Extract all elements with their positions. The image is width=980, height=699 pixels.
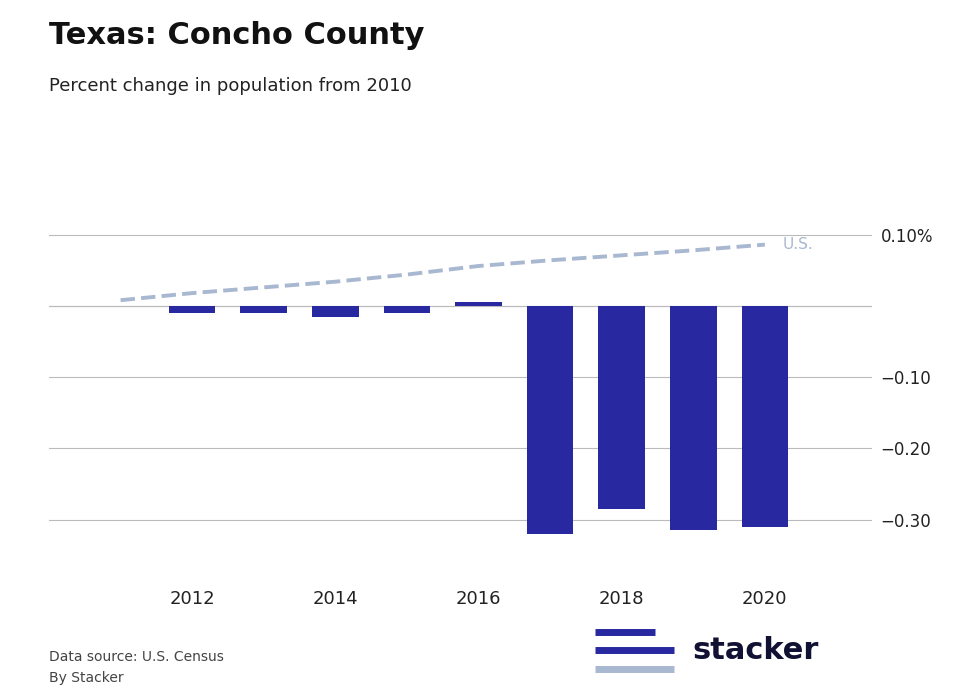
Text: By Stacker: By Stacker [49,671,123,685]
Text: Texas: Concho County: Texas: Concho County [49,21,424,50]
Bar [383,306,430,313]
Text: Data source: U.S. Census: Data source: U.S. Census [49,650,223,664]
Text: stacker: stacker [692,635,818,665]
Bar [742,306,788,527]
Bar [456,303,502,306]
Text: Percent change in population from 2010: Percent change in population from 2010 [49,77,412,95]
Bar [169,306,216,313]
Bar [312,306,359,317]
Bar [670,306,716,531]
Bar [527,306,573,534]
Bar [240,306,287,313]
Text: U.S.: U.S. [783,237,813,252]
Bar [599,306,645,509]
